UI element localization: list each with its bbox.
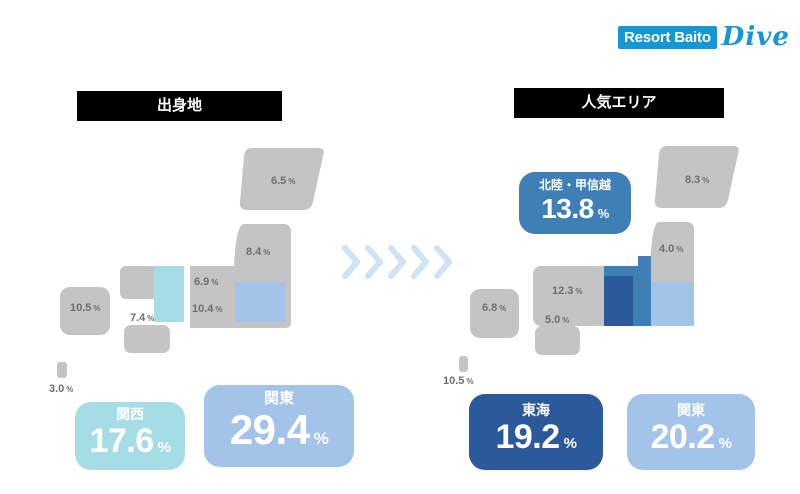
left-west-honshu <box>120 266 160 299</box>
right-card-hokuriku: 北陸・甲信越 13.8% <box>519 172 631 234</box>
left-label-kyushu: 10.5% <box>70 302 101 314</box>
brand-logo: Resort Baito Dive <box>618 22 790 52</box>
right-label-kyushu: 6.8% <box>482 302 506 314</box>
unit-text: % <box>147 314 155 323</box>
value-text: 6.9 <box>194 276 210 288</box>
value-text: 17.6 <box>89 421 154 460</box>
unit-text: % <box>676 245 684 254</box>
left-label-shikoku: 7.4% <box>130 312 154 324</box>
value-text: 4.0 <box>659 243 675 255</box>
left-label-hokkaido: 6.5% <box>271 175 295 187</box>
left-card-kansai: 関西 17.6% <box>75 402 185 470</box>
unit-text: % <box>66 385 74 394</box>
unit-text: % <box>563 434 577 452</box>
card-value: 19.2% <box>495 417 577 463</box>
unit-text: % <box>575 287 583 296</box>
unit-text: % <box>215 305 223 314</box>
unit-text: % <box>562 316 570 325</box>
left-label-okinawa: 3.0% <box>49 383 73 395</box>
left-hokkaido <box>239 148 324 210</box>
card-value: 29.4% <box>229 405 329 462</box>
value-text: 7.4 <box>130 312 146 324</box>
left-label-tokai: 10.4% <box>192 303 223 315</box>
right-label-hokkaido: 8.3% <box>685 174 709 186</box>
unit-text: % <box>466 377 474 386</box>
card-value: 20.2% <box>650 417 732 463</box>
value-text: 19.2 <box>495 417 560 456</box>
unit-text: % <box>702 176 710 185</box>
right-kyushu <box>470 289 519 338</box>
left-okinawa <box>57 362 67 378</box>
value-text: 5.0 <box>545 314 561 326</box>
right-shikoku <box>535 326 580 355</box>
card-value: 13.8% <box>541 193 609 230</box>
chevron-arrows-icon <box>342 245 452 279</box>
left-kansai <box>154 266 184 322</box>
right-label-tohoku: 4.0% <box>659 243 683 255</box>
unit-text: % <box>313 428 329 448</box>
unit-text: % <box>157 438 171 456</box>
value-text: 20.2 <box>650 417 715 456</box>
unit-text: % <box>499 304 507 313</box>
left-label-tohoku: 8.4% <box>246 246 270 258</box>
value-text: 6.5 <box>271 175 287 187</box>
value-text: 6.8 <box>482 302 498 314</box>
unit-text: % <box>263 248 271 257</box>
right-header: 人気エリア <box>514 88 724 118</box>
right-label-chubu: 12.3% <box>552 285 583 297</box>
unit-text: % <box>211 278 219 287</box>
logo-script: Dive <box>721 22 790 52</box>
right-hokkaido <box>654 146 739 208</box>
right-tokai <box>604 276 633 326</box>
right-map <box>459 146 739 372</box>
right-west-honshu <box>533 266 611 326</box>
value-text: 29.4 <box>229 405 310 453</box>
unit-text: % <box>718 434 732 452</box>
value-text: 10.5 <box>443 375 465 387</box>
right-card-tokai: 東海 19.2% <box>469 394 603 470</box>
right-okinawa <box>459 356 468 372</box>
value-text: 8.4 <box>246 246 262 258</box>
card-value: 17.6% <box>89 421 171 467</box>
right-label-okinawa: 10.5% <box>443 375 474 387</box>
card-name: 関西 <box>116 405 144 422</box>
left-label-chubu: 6.9% <box>194 276 218 288</box>
logo-wordmark: Resort Baito <box>618 25 717 49</box>
value-text: 13.8 <box>541 192 594 224</box>
right-kanto <box>651 282 694 326</box>
right-card-kanto: 関東 20.2% <box>627 394 755 470</box>
value-text: 8.3 <box>685 174 701 186</box>
unit-text: % <box>93 304 101 313</box>
right-label-shikoku: 5.0% <box>545 314 569 326</box>
value-text: 10.5 <box>70 302 92 314</box>
left-kanto <box>235 282 285 322</box>
unit-text: % <box>597 205 610 221</box>
right-tokai-strip <box>638 256 651 326</box>
card-name: 関東 <box>677 401 705 418</box>
value-text: 3.0 <box>49 383 65 395</box>
card-name: 北陸・甲信越 <box>538 177 611 192</box>
value-text: 10.4 <box>192 303 214 315</box>
card-name: 関東 <box>263 389 294 407</box>
left-map <box>57 148 324 378</box>
left-header: 出身地 <box>77 91 282 121</box>
left-shikoku <box>124 325 170 353</box>
value-text: 12.3 <box>552 285 574 297</box>
left-kyushu <box>60 287 110 335</box>
card-name: 東海 <box>522 401 550 418</box>
unit-text: % <box>288 177 296 186</box>
left-card-kanto: 関東 29.4% <box>204 385 354 467</box>
